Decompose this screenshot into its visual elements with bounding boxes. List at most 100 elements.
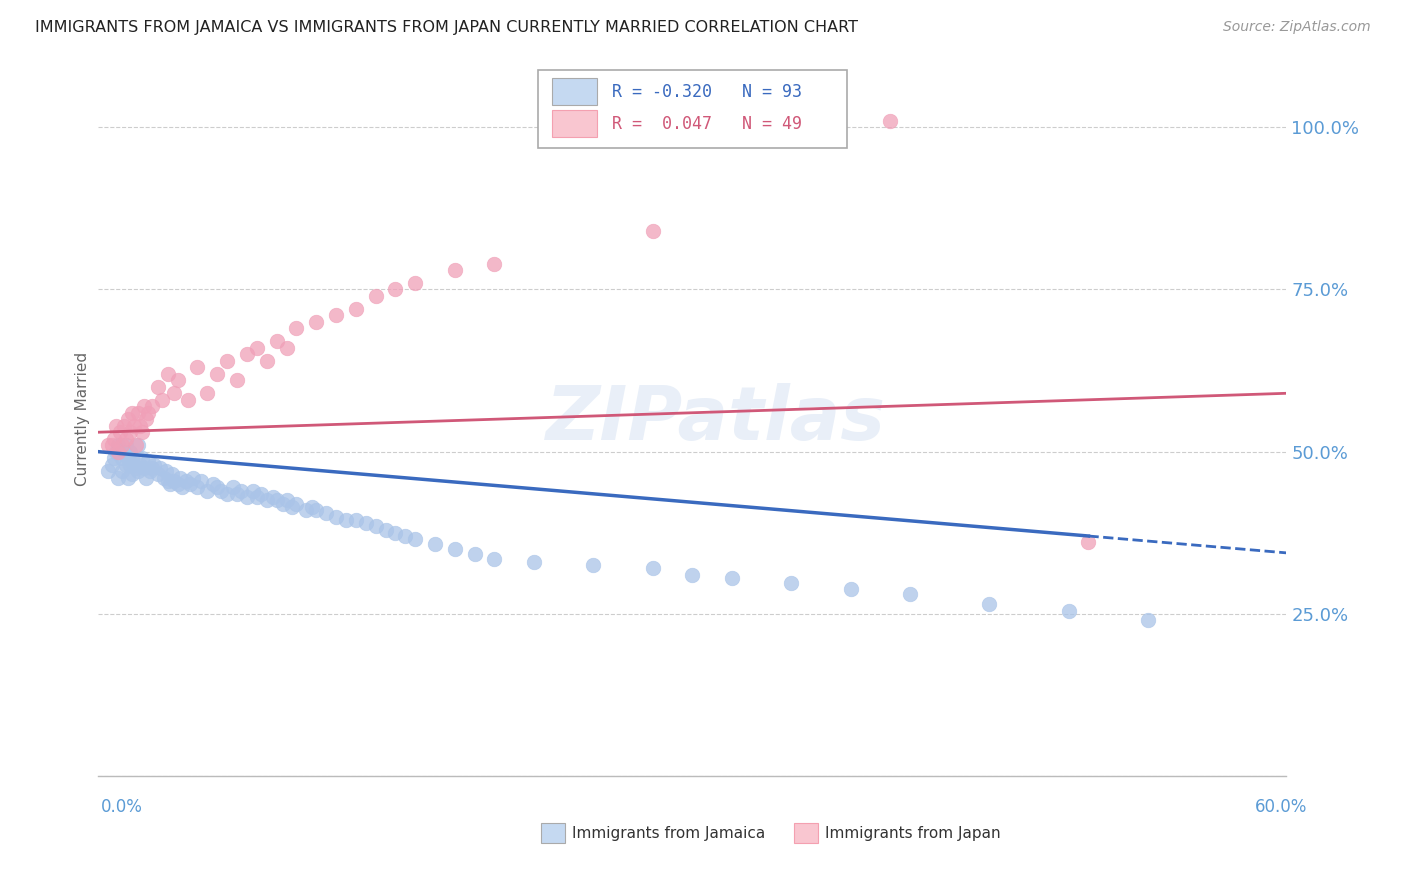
Point [127, 464, 149, 478]
Point [142, 458, 165, 472]
Point [108, 425, 131, 440]
Point [394, 529, 416, 543]
Point [152, 470, 174, 484]
Text: Source: ZipAtlas.com: Source: ZipAtlas.com [1223, 20, 1371, 34]
Point [101, 438, 124, 452]
Point [160, 467, 183, 482]
Point [281, 500, 304, 514]
Point [97, 438, 120, 452]
Point [97, 464, 120, 478]
Point [155, 464, 177, 478]
Point [242, 483, 264, 498]
Point [305, 503, 328, 517]
Point [156, 367, 179, 381]
Point [256, 354, 278, 368]
FancyBboxPatch shape [553, 78, 598, 105]
Point [132, 399, 155, 413]
Point [163, 386, 186, 401]
FancyBboxPatch shape [553, 111, 598, 137]
Point [120, 458, 142, 472]
Point [131, 425, 153, 440]
Point [195, 483, 218, 498]
Point [285, 497, 308, 511]
Point [132, 461, 155, 475]
Point [129, 418, 152, 433]
Point [108, 444, 131, 458]
Point [131, 451, 153, 466]
Point [226, 373, 249, 387]
Point [166, 477, 188, 491]
Point [179, 477, 201, 491]
Point [344, 301, 367, 316]
Text: 0.0%: 0.0% [101, 797, 143, 815]
Point [195, 386, 218, 401]
Point [266, 493, 288, 508]
Point [139, 464, 162, 478]
Point [125, 461, 148, 475]
Point [384, 283, 406, 297]
Point [120, 425, 142, 440]
Point [101, 458, 124, 472]
Point [898, 587, 921, 601]
Point [641, 224, 664, 238]
Point [721, 571, 744, 585]
Point [335, 513, 357, 527]
Point [256, 493, 278, 508]
Point [301, 500, 323, 514]
Point [295, 503, 318, 517]
Point [111, 451, 134, 466]
Point [117, 412, 139, 426]
Point [115, 432, 138, 446]
Point [404, 276, 426, 290]
Point [136, 406, 159, 420]
Point [159, 477, 181, 491]
Point [103, 451, 125, 466]
Point [115, 438, 138, 452]
Point [129, 458, 152, 472]
Text: Immigrants from Jamaica: Immigrants from Jamaica [572, 826, 765, 840]
Point [404, 533, 426, 547]
Point [176, 392, 198, 407]
Point [156, 474, 179, 488]
Point [276, 493, 298, 508]
Point [1136, 613, 1159, 627]
Point [1057, 604, 1080, 618]
Point [236, 490, 259, 504]
Point [217, 354, 239, 368]
FancyBboxPatch shape [538, 70, 846, 148]
Point [112, 444, 135, 458]
Point [364, 519, 387, 533]
Point [209, 483, 232, 498]
Point [117, 451, 139, 466]
Point [141, 399, 163, 413]
Text: R =  0.047   N = 49: R = 0.047 N = 49 [612, 115, 801, 133]
Y-axis label: Currently Married: Currently Married [75, 352, 90, 486]
Point [163, 474, 186, 488]
Point [523, 555, 546, 569]
Point [122, 458, 145, 472]
Point [266, 334, 288, 349]
Point [205, 367, 228, 381]
Point [374, 523, 396, 537]
Text: IMMIGRANTS FROM JAMAICA VS IMMIGRANTS FROM JAPAN CURRENTLY MARRIED CORRELATION C: IMMIGRANTS FROM JAMAICA VS IMMIGRANTS FR… [35, 20, 858, 35]
Point [681, 568, 703, 582]
Point [285, 321, 308, 335]
Point [121, 406, 143, 420]
Point [979, 597, 1001, 611]
Point [111, 438, 134, 452]
Point [121, 467, 143, 482]
Point [112, 418, 135, 433]
Point [202, 477, 225, 491]
Point [170, 480, 193, 494]
Point [127, 438, 149, 452]
Point [186, 360, 208, 375]
Point [174, 474, 197, 488]
Point [169, 470, 191, 484]
Point [166, 373, 188, 387]
Point [122, 418, 145, 433]
Text: Immigrants from Japan: Immigrants from Japan [825, 826, 1001, 840]
Point [226, 487, 249, 501]
Point [879, 113, 901, 128]
Point [111, 464, 134, 478]
Point [464, 547, 486, 561]
